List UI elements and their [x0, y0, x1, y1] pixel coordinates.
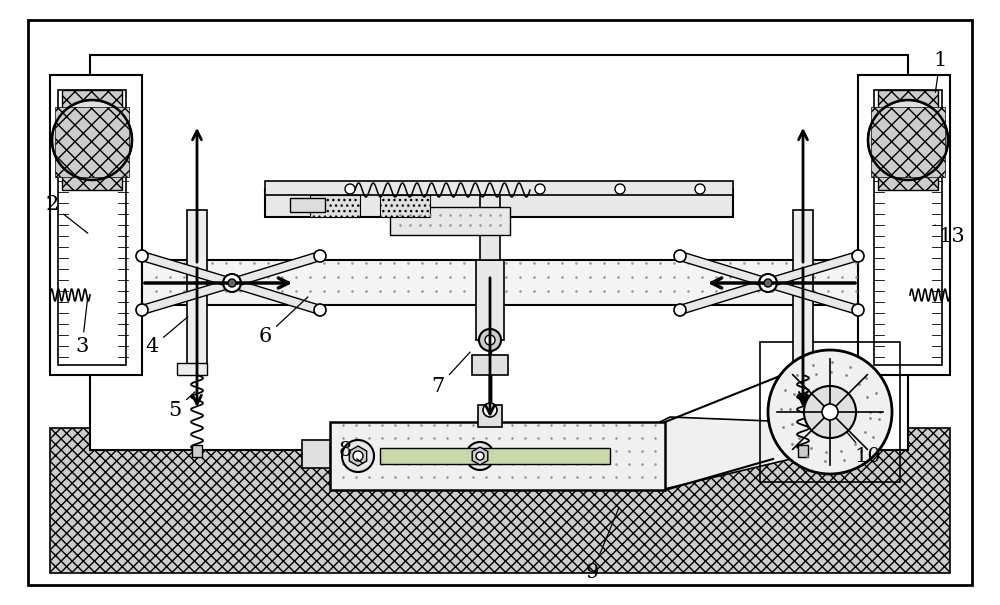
Polygon shape: [472, 447, 488, 465]
Circle shape: [764, 279, 772, 287]
Circle shape: [136, 250, 148, 262]
Polygon shape: [767, 252, 859, 287]
Polygon shape: [141, 252, 233, 287]
Bar: [878, 90, 938, 190]
Bar: [472, 355, 508, 375]
Circle shape: [768, 350, 892, 474]
Circle shape: [615, 184, 625, 194]
Text: 5: 5: [168, 392, 195, 419]
Circle shape: [353, 451, 363, 461]
Bar: [480, 195, 500, 260]
Polygon shape: [679, 279, 769, 315]
Circle shape: [674, 304, 686, 316]
Circle shape: [804, 386, 856, 438]
Circle shape: [223, 274, 241, 292]
Bar: [62, 90, 122, 190]
Bar: [290, 198, 325, 212]
Circle shape: [479, 329, 501, 351]
Circle shape: [852, 250, 864, 262]
Circle shape: [136, 304, 148, 316]
Bar: [90, 55, 908, 450]
Bar: [310, 195, 360, 217]
Bar: [55, 107, 129, 177]
Bar: [177, 363, 207, 375]
Polygon shape: [679, 252, 769, 287]
Bar: [793, 210, 813, 375]
Bar: [50, 75, 142, 375]
Bar: [798, 445, 808, 457]
Bar: [265, 189, 733, 217]
Text: 10: 10: [847, 432, 881, 466]
Circle shape: [822, 404, 838, 420]
Bar: [50, 428, 950, 573]
Circle shape: [476, 452, 484, 460]
Circle shape: [674, 250, 686, 262]
Circle shape: [314, 304, 326, 316]
Polygon shape: [231, 252, 321, 287]
Circle shape: [342, 440, 374, 472]
Circle shape: [466, 442, 494, 470]
Bar: [760, 342, 900, 482]
Bar: [390, 207, 510, 235]
Bar: [330, 422, 665, 490]
Text: 1: 1: [933, 50, 947, 92]
Text: 3: 3: [75, 298, 89, 356]
Bar: [58, 90, 126, 365]
Circle shape: [759, 274, 777, 292]
Bar: [187, 210, 207, 375]
Bar: [478, 405, 502, 427]
Bar: [192, 445, 202, 457]
Polygon shape: [231, 279, 321, 315]
Circle shape: [868, 100, 948, 180]
Bar: [302, 440, 330, 468]
Bar: [858, 75, 950, 375]
Circle shape: [535, 184, 545, 194]
Bar: [142, 260, 858, 305]
Text: 2: 2: [45, 195, 88, 234]
Text: 13: 13: [935, 225, 965, 246]
Bar: [871, 107, 945, 177]
Bar: [874, 90, 942, 365]
Circle shape: [52, 100, 132, 180]
Text: 4: 4: [145, 317, 188, 356]
Bar: [380, 448, 610, 464]
Text: 8: 8: [338, 440, 363, 463]
Polygon shape: [660, 417, 870, 490]
Polygon shape: [349, 446, 367, 466]
Bar: [793, 363, 823, 375]
Text: 6: 6: [258, 297, 308, 347]
Circle shape: [485, 335, 495, 345]
Circle shape: [483, 403, 497, 417]
Circle shape: [695, 184, 705, 194]
Polygon shape: [767, 279, 859, 315]
Circle shape: [852, 304, 864, 316]
Polygon shape: [141, 279, 233, 315]
Bar: [265, 181, 733, 195]
Circle shape: [228, 279, 236, 287]
Bar: [476, 260, 504, 340]
Bar: [380, 195, 430, 217]
Circle shape: [314, 250, 326, 262]
Circle shape: [345, 184, 355, 194]
Text: 7: 7: [431, 352, 470, 396]
Text: 9: 9: [585, 508, 619, 583]
